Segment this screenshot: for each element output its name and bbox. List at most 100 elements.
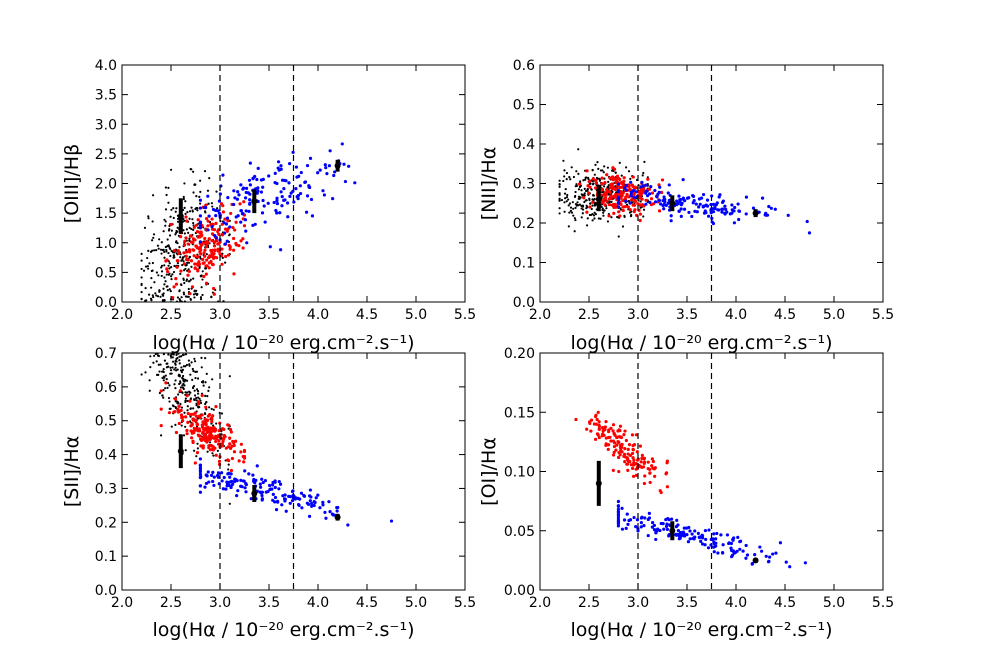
scatter-point-blue <box>714 537 718 541</box>
scatter-point-black <box>182 260 185 263</box>
scatter-point-blue <box>700 542 705 546</box>
scatter-point-black <box>163 276 166 279</box>
scatter-point-red <box>207 266 211 270</box>
scatter-point-black <box>168 227 171 231</box>
scatter-point-blue <box>652 527 657 532</box>
scatter-point-blue <box>321 503 325 507</box>
scatter-point-red <box>229 430 233 434</box>
scatter-point-red <box>593 437 598 441</box>
scatter-point-black <box>197 226 200 229</box>
scatter-point-blue <box>256 189 260 193</box>
scatter-point-black <box>185 261 189 264</box>
scatter-point-black <box>172 353 175 356</box>
scatter-point-blue <box>642 524 646 528</box>
scatter-point-black <box>197 392 200 395</box>
scatter-point-blue <box>661 203 665 208</box>
scatter-point-black <box>593 211 596 214</box>
scatter-point-red <box>232 236 236 241</box>
scatter-point-blue <box>242 479 246 483</box>
scatter-point-black <box>156 295 160 298</box>
scatter-point-red <box>618 214 622 218</box>
scatter-point-black <box>162 353 165 356</box>
scatter-point-blue <box>688 529 692 533</box>
scatter-point-blue <box>343 179 348 184</box>
scatter-point-black <box>203 170 207 173</box>
scatter-point-black <box>567 198 570 201</box>
scatter-point-black <box>180 371 184 374</box>
x-tick-label: 3.0 <box>627 595 649 611</box>
scatter-point-red <box>187 269 191 274</box>
scatter-point-red <box>625 458 630 462</box>
scatter-point-blue <box>216 471 221 475</box>
scatter-point-red <box>189 240 194 244</box>
scatter-point-blue <box>316 171 320 175</box>
scatter-point-red <box>648 471 652 475</box>
scatter-point-black <box>568 176 571 179</box>
scatter-point-black <box>141 350 143 352</box>
scatter-point-black <box>599 217 602 220</box>
y-axis-label: [OIII]/Hβ <box>61 144 83 223</box>
scatter-point-blue <box>276 166 280 170</box>
scatter-point-black <box>617 235 620 238</box>
scatter-point-red <box>167 411 172 415</box>
scatter-point-black <box>164 186 167 189</box>
scatter-point-red <box>210 427 214 431</box>
scatter-point-blue <box>259 485 263 489</box>
scatter-point-black <box>568 211 571 214</box>
scatter-point-black <box>204 401 208 404</box>
scatter-point-blue <box>731 538 735 542</box>
scatter-point-blue <box>616 197 621 201</box>
scatter-point-black <box>182 293 186 296</box>
scatter-point-blue <box>738 547 742 551</box>
scatter-point-blue <box>233 196 237 200</box>
scatter-point-red <box>174 276 178 281</box>
scatter-point-black <box>175 360 178 363</box>
scatter-point-black <box>155 314 157 316</box>
scatter-point-red <box>616 176 621 180</box>
scatter-point-red <box>185 250 189 254</box>
scatter-point-red <box>649 197 654 201</box>
scatter-point-black <box>162 396 165 399</box>
scatter-point-black <box>567 225 570 228</box>
scatter-point-black <box>188 255 191 259</box>
x-tick-label: 2.5 <box>160 595 182 611</box>
scatter-point-red <box>204 217 209 221</box>
scatter-point-blue <box>310 214 315 218</box>
scatter-point-blue <box>703 543 707 547</box>
scatter-point-red <box>646 467 650 471</box>
scatter-point-black <box>193 389 196 392</box>
scatter-point-blue <box>639 185 643 189</box>
scatter-point-blue <box>669 214 673 218</box>
scatter-point-black <box>597 184 600 187</box>
scatter-point-blue <box>682 526 686 530</box>
scatter-point-blue <box>295 175 299 179</box>
error-bar-marker <box>669 200 676 207</box>
scatter-point-red <box>646 460 650 464</box>
scatter-point-red <box>665 459 670 463</box>
scatter-point-black <box>169 290 172 293</box>
scatter-point-black <box>160 270 164 273</box>
scatter-point-blue <box>738 540 742 544</box>
scatter-point-blue <box>228 480 232 484</box>
scatter-point-blue <box>674 533 679 537</box>
scatter-point-black <box>154 292 157 295</box>
scatter-point-black <box>162 287 165 290</box>
scatter-point-red <box>225 229 229 233</box>
scatter-point-blue <box>699 196 704 200</box>
scatter-point-red <box>184 215 188 219</box>
scatter-point-blue <box>720 200 725 205</box>
scatter-point-black <box>141 324 143 326</box>
scatter-point-black <box>181 384 184 387</box>
scatter-point-red <box>651 459 655 464</box>
scatter-point-red <box>639 460 643 464</box>
scatter-point-red <box>216 249 221 253</box>
scatter-point-red <box>616 429 620 433</box>
scatter-point-blue <box>198 484 202 488</box>
scatter-point-red <box>191 440 195 445</box>
error-bar-marker <box>752 557 759 564</box>
scatter-point-blue <box>295 195 299 199</box>
scatter-point-black <box>162 230 165 233</box>
scatter-point-blue <box>255 464 259 468</box>
scatter-point-blue <box>224 222 229 226</box>
